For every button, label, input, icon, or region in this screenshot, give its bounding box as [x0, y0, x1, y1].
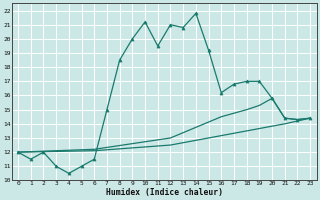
X-axis label: Humidex (Indice chaleur): Humidex (Indice chaleur): [106, 188, 223, 197]
